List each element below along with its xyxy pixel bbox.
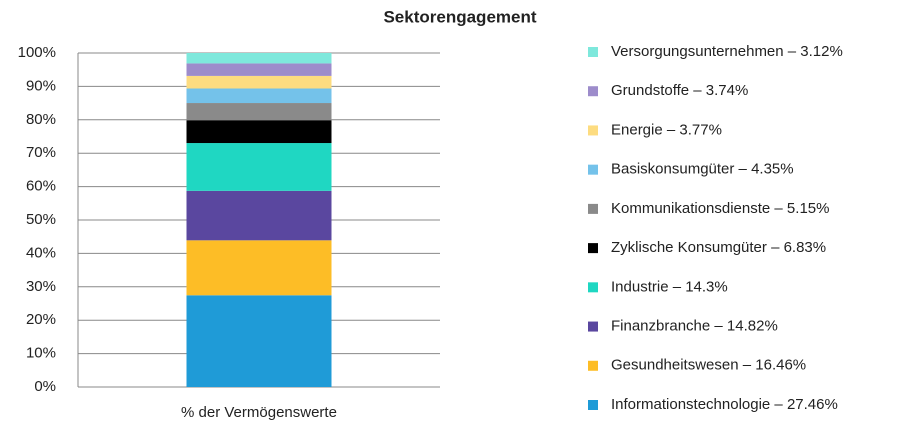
bar-segment [186, 295, 332, 387]
legend-swatch [588, 243, 598, 254]
y-tick-label: 100% [18, 44, 56, 61]
legend-swatch [588, 203, 598, 214]
legend-label: Grundstoffe – 3.74% [611, 82, 748, 99]
bar-segment [186, 75, 332, 89]
legend-label: Versorgungsunternehmen – 3.12% [611, 43, 843, 60]
legend-swatch [588, 282, 598, 293]
legend-label: Gesundheitswesen – 16.46% [611, 357, 806, 374]
legend-swatch [588, 321, 598, 332]
legend-swatch [588, 125, 598, 136]
y-tick-label: 90% [26, 77, 56, 94]
legend-label: Zyklische Konsumgüter – 6.83% [611, 239, 826, 256]
bar-segment [186, 143, 332, 191]
legend-label: Finanzbranche – 14.82% [611, 318, 778, 335]
y-tick-label: 0% [34, 378, 56, 395]
y-tick-label: 40% [26, 244, 56, 261]
chart-title: Sektorengagement [383, 7, 536, 26]
legend-swatch [588, 360, 598, 371]
legend-swatch [588, 86, 598, 97]
bar-segment [186, 190, 332, 241]
x-tick-label: % der Vermögenswerte [181, 404, 337, 421]
bar-segment [186, 53, 332, 64]
legend-label: Industrie – 14.3% [611, 278, 728, 295]
legend-swatch [588, 164, 598, 175]
legend-swatch [588, 47, 598, 57]
y-tick-label: 80% [26, 111, 56, 128]
y-tick-label: 50% [26, 211, 56, 228]
legend-label: Informationstechnologie – 27.46% [611, 396, 838, 413]
y-tick-label: 20% [26, 311, 56, 328]
y-tick-label: 30% [26, 278, 56, 295]
y-tick-label: 60% [26, 178, 56, 195]
legend-label: Kommunikationsdienste – 5.15% [611, 200, 829, 217]
bar-segment [186, 88, 332, 104]
bar-segment [186, 63, 332, 76]
y-tick-label: 70% [26, 144, 56, 161]
legend-label: Basiskonsumgüter – 4.35% [611, 161, 794, 178]
bar-segment [186, 240, 332, 296]
legend-swatch [588, 400, 598, 410]
bar-segment [186, 120, 332, 144]
legend-label: Energie – 3.77% [611, 121, 722, 138]
y-tick-label: 10% [26, 345, 56, 362]
bar-segment [186, 103, 332, 121]
